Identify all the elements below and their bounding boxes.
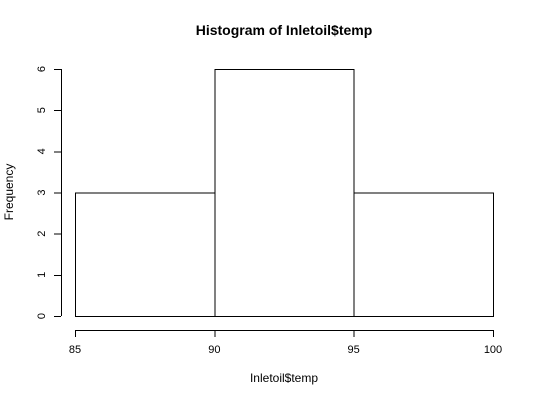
y-tick-label-3: 3 <box>36 189 48 195</box>
histogram-bar-0 <box>75 192 216 317</box>
x-axis-title: Inletoil$temp <box>250 371 318 385</box>
y-tick-label-2: 2 <box>36 231 48 237</box>
y-tick-label-5: 5 <box>36 107 48 113</box>
y-tick-label-0: 0 <box>36 313 48 319</box>
y-axis: 0 1 2 3 4 5 6 <box>36 66 62 319</box>
chart-title: Histogram of Inletoil$temp <box>196 22 373 38</box>
histogram-bar-1 <box>214 69 355 317</box>
x-axis: 85 90 95 100 <box>69 330 502 356</box>
histogram-bar-2 <box>353 192 494 317</box>
x-tick-label-0: 85 <box>69 344 81 356</box>
x-tick-label-1: 90 <box>208 344 220 356</box>
x-tick-label-3: 100 <box>484 344 502 356</box>
y-tick-label-1: 1 <box>36 272 48 278</box>
x-tick-label-2: 95 <box>348 344 360 356</box>
y-tick-label-4: 4 <box>36 148 48 154</box>
y-tick-label-6: 6 <box>36 66 48 72</box>
bars-layer <box>75 69 494 317</box>
y-axis-title: Frequency <box>2 164 16 221</box>
